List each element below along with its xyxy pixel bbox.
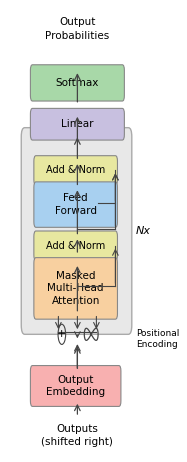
Text: Softmax: Softmax bbox=[56, 78, 99, 88]
Text: Masked
Multi-Head
Attention: Masked Multi-Head Attention bbox=[47, 271, 104, 306]
Text: Outputs
(shifted right): Outputs (shifted right) bbox=[42, 424, 113, 447]
FancyBboxPatch shape bbox=[30, 365, 121, 407]
Text: +: + bbox=[57, 329, 67, 339]
FancyBboxPatch shape bbox=[34, 182, 117, 227]
Text: Feed
Forward: Feed Forward bbox=[55, 194, 97, 216]
FancyBboxPatch shape bbox=[21, 128, 132, 334]
Text: Add & Norm: Add & Norm bbox=[46, 165, 105, 176]
FancyBboxPatch shape bbox=[34, 231, 117, 261]
Text: Nx: Nx bbox=[136, 226, 151, 236]
FancyBboxPatch shape bbox=[30, 109, 124, 140]
Text: Add & Norm: Add & Norm bbox=[46, 241, 105, 251]
Text: Output
Probabilities: Output Probabilities bbox=[45, 18, 110, 41]
FancyBboxPatch shape bbox=[30, 65, 124, 101]
FancyBboxPatch shape bbox=[34, 258, 117, 319]
Text: Linear: Linear bbox=[61, 119, 94, 129]
Text: Output
Embedding: Output Embedding bbox=[46, 375, 105, 397]
FancyBboxPatch shape bbox=[34, 156, 117, 185]
Text: Positional
Encoding: Positional Encoding bbox=[136, 329, 180, 349]
